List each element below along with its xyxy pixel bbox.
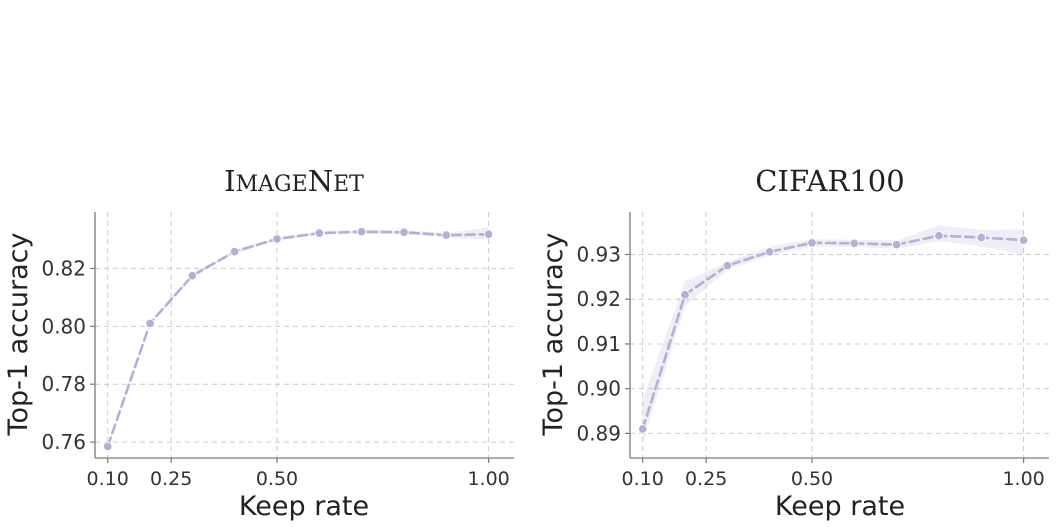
y-tick-label: 0.89 [576,421,621,445]
title-cap-2: N [308,164,333,198]
x-tick-label: 0.25 [685,468,727,490]
chart-imagenet: IMAGENET 0.76 0.78 0.80 0.82 0.10 0.25 0.50 1.… [3,164,514,522]
x-tick-label: 0.10 [87,468,129,490]
x-tick-label: 0.25 [150,468,192,490]
x-tick-label: 0.50 [256,468,298,490]
y-ticks: 0.89 0.90 0.91 0.92 0.93 [576,242,630,445]
series-line [106,230,490,448]
x-tick-label: 0.50 [791,468,833,490]
y-axis-label: Top-1 accuracy [538,233,569,437]
data-point [441,230,452,240]
confidence-band [642,225,1024,443]
series-line [641,234,1025,431]
grid [95,212,514,458]
y-tick-label: 0.90 [576,377,621,401]
data-point [722,260,733,271]
data-point [229,246,240,257]
data-point [187,270,198,281]
data-point [1018,235,1029,245]
confidence-band [107,227,489,448]
title-cap-1: I [224,164,235,198]
y-tick-label: 0.93 [576,242,621,266]
data-point [680,289,690,300]
data-point [807,238,817,248]
data-point [764,247,775,257]
series-band [107,227,489,448]
data-point [399,227,409,238]
data-point [145,318,155,329]
x-tick-label: 1.00 [467,468,509,490]
data-point [637,424,648,434]
series-markers [637,230,1029,434]
title-small-2: ET [333,172,364,197]
data-point [849,238,860,249]
x-tick-label: 1.00 [1002,468,1044,490]
x-ticks: 0.10 0.25 0.50 1.00 [87,458,510,490]
y-tick-label: 0.91 [576,332,621,356]
series-band [642,225,1024,443]
data-point [891,239,902,250]
x-axis-label: Keep rate [239,491,369,522]
data-point [272,234,282,244]
data-point [976,232,987,243]
y-tick-label: 0.82 [41,256,86,280]
series-line-path [641,234,1025,431]
y-axis-label: Top-1 accuracy [3,233,34,437]
title-small-1: MAGE [236,172,308,197]
data-point [102,441,113,452]
data-point [356,226,367,237]
x-ticks: 0.10 0.25 0.50 1.00 [622,458,1045,490]
series-line-path [106,230,490,448]
data-point [934,230,944,241]
chart-title: IMAGENET [224,164,364,198]
data-point [483,229,494,240]
y-ticks: 0.76 0.78 0.80 0.82 [41,256,95,454]
y-tick-label: 0.80 [41,314,86,338]
x-axis-label: Keep rate [775,491,905,522]
grid [630,212,1049,458]
series-markers [102,226,494,452]
y-tick-label: 0.92 [576,287,621,311]
chart-cifar100: CIFAR100 0.890.900.910.920.93 0.10 0.25 0.… [538,164,1049,522]
y-tick-label: 0.78 [41,372,86,396]
x-tick-label: 0.10 [622,468,664,490]
chart-title: CIFAR100 [755,164,904,198]
axes-spines [629,212,1049,459]
y-tick-label: 0.76 [41,430,86,454]
axes-spines [94,212,514,459]
data-point [314,228,325,238]
